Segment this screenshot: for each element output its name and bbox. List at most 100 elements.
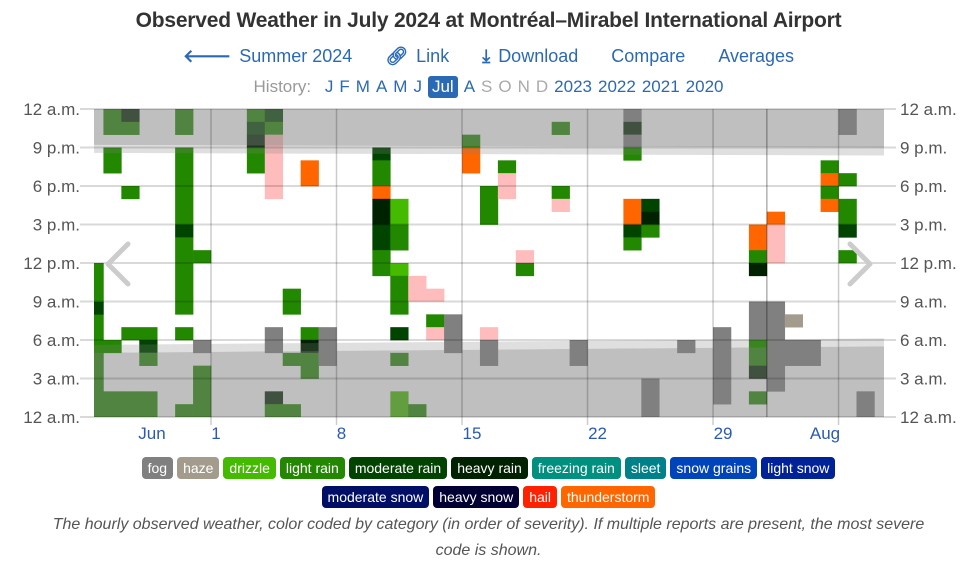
cell-light-rain bbox=[623, 237, 642, 251]
cell-vicinity bbox=[426, 288, 445, 302]
history-year-2023[interactable]: 2023 bbox=[554, 77, 592, 96]
night-shade-evening bbox=[94, 109, 884, 148]
y-tick-label-right: 6 p.m. bbox=[900, 177, 947, 196]
cell-light-rain bbox=[121, 186, 140, 200]
cell-vicinity bbox=[426, 327, 445, 341]
y-tick-label-left: 12 a.m. bbox=[23, 100, 80, 119]
twilight-evening bbox=[94, 144, 884, 156]
cell-light-rain bbox=[748, 250, 768, 264]
y-tick-label-left: 6 p.m. bbox=[33, 177, 80, 196]
y-tick-label-left: 12 a.m. bbox=[23, 408, 80, 427]
history-month-10: N bbox=[517, 77, 530, 96]
history-month-4[interactable]: M bbox=[393, 77, 408, 96]
cell-heavy-rain bbox=[300, 340, 319, 354]
cell-thunderstorm bbox=[462, 147, 481, 174]
cell-fog bbox=[193, 340, 212, 354]
cell-light-rain bbox=[820, 186, 839, 200]
legend-item-sleet: sleet bbox=[624, 457, 667, 479]
history-month-6[interactable]: Jul bbox=[427, 76, 458, 98]
history-month-1[interactable]: F bbox=[339, 77, 350, 96]
cell-haze bbox=[784, 314, 803, 328]
cell-light-rain bbox=[175, 147, 194, 225]
y-tick-label-left: 6 a.m. bbox=[33, 331, 80, 350]
legend-item-heavy-snow: heavy snow bbox=[433, 486, 520, 508]
y-tick-label-right: 12 a.m. bbox=[900, 408, 957, 427]
cell-light-rain bbox=[838, 250, 857, 264]
x-tick-label: Jun bbox=[138, 424, 165, 443]
legend-item-haze: haze bbox=[177, 457, 220, 479]
summer-2024-label: Summer 2024 bbox=[239, 46, 353, 66]
cell-light-rain bbox=[372, 250, 391, 277]
history-month-7[interactable]: A bbox=[463, 77, 476, 96]
history-month-5[interactable]: J bbox=[413, 77, 422, 96]
cell-fog bbox=[264, 327, 284, 354]
cell-moderate-rain bbox=[372, 147, 391, 161]
weather-heatmap: 12 a.m. 12 a.m. 3 a.m. 3 a.m. 6 a.m. 6 a.m. 9 … bbox=[23, 100, 957, 443]
history-month-2[interactable]: M bbox=[355, 77, 370, 96]
y-tick-label-right: 9 p.m. bbox=[900, 139, 947, 158]
y-tick-label-left: 9 a.m. bbox=[33, 293, 80, 312]
link-label: Link bbox=[416, 46, 450, 66]
cell-light-rain bbox=[838, 198, 857, 225]
y-tick-label-right: 6 a.m. bbox=[900, 331, 947, 350]
cell-drizzle bbox=[390, 198, 409, 225]
cell-moderate-rain bbox=[175, 224, 194, 238]
legend-item-freezing-rain: freezing rain bbox=[531, 457, 621, 479]
download-icon: ⤓ bbox=[482, 46, 491, 66]
cell-heavy-rain bbox=[641, 211, 660, 225]
cell-light-rain bbox=[426, 314, 445, 328]
x-tick-label: 29 bbox=[714, 424, 733, 443]
legend-row: moderate snow heavy snow hail thunderstorm bbox=[0, 486, 977, 508]
cell-heavy-rain bbox=[372, 198, 391, 225]
history-label: History: bbox=[253, 77, 312, 96]
cell-light-rain bbox=[246, 147, 266, 174]
cell-moderate-rain bbox=[623, 224, 642, 238]
history-month-0[interactable]: J bbox=[324, 77, 334, 96]
legend-item-moderate-rain: moderate rain bbox=[348, 457, 448, 479]
y-tick-label-left: 3 a.m. bbox=[33, 370, 80, 389]
cell-moderate-rain bbox=[94, 301, 104, 315]
y-tick-label-right: 9 a.m. bbox=[900, 293, 947, 312]
cell-thunderstorm bbox=[820, 198, 839, 212]
cell-light-rain bbox=[820, 160, 839, 174]
cell-light-rain bbox=[623, 147, 642, 161]
download-button[interactable]: ⤓ Download bbox=[482, 46, 578, 67]
cell-thunderstorm bbox=[766, 211, 786, 225]
cell-light-rain bbox=[497, 160, 517, 174]
cell-light-rain bbox=[175, 327, 194, 341]
cell-vicinity bbox=[479, 327, 499, 341]
history-year-2021[interactable]: 2021 bbox=[641, 77, 680, 96]
twilight-morning bbox=[94, 338, 884, 353]
x-tick-label: 1 bbox=[211, 424, 220, 443]
y-tick-label-left: 9 p.m. bbox=[33, 139, 80, 158]
cell-moderate-rain bbox=[390, 327, 409, 341]
cell-thunderstorm bbox=[748, 224, 768, 251]
cell-light-rain bbox=[121, 327, 140, 341]
cell-moderate-rain bbox=[838, 224, 857, 238]
x-tick-label: 8 bbox=[337, 424, 346, 443]
cell-light-rain bbox=[390, 224, 409, 251]
cell-moderate-rain bbox=[139, 340, 158, 354]
history-year-2022[interactable]: 2022 bbox=[598, 77, 636, 96]
cell-drizzle bbox=[390, 263, 409, 277]
cell-thunderstorm bbox=[820, 173, 839, 187]
y-tick-label-right: 3 p.m. bbox=[900, 216, 947, 235]
history-month-3[interactable]: A bbox=[375, 77, 388, 96]
chevron-right-icon[interactable] bbox=[847, 241, 873, 287]
x-tick-label: 15 bbox=[463, 424, 482, 443]
cell-light-rain bbox=[551, 186, 570, 200]
cell-moderate-rain bbox=[641, 198, 660, 212]
legend-item-light-rain: light rain bbox=[279, 457, 345, 479]
y-tick-label-left: 3 p.m. bbox=[33, 216, 80, 235]
cell-vicinity bbox=[264, 134, 284, 200]
chevron-left-icon[interactable] bbox=[105, 241, 131, 287]
cell-vicinity bbox=[551, 198, 570, 212]
cell-vicinity bbox=[515, 250, 535, 264]
link-button[interactable]: 🔗︎ Link bbox=[385, 46, 449, 67]
averages-link[interactable]: Averages bbox=[718, 46, 795, 66]
history-year-2020[interactable]: 2020 bbox=[685, 77, 724, 96]
y-tick-label-right: 12 a.m. bbox=[900, 100, 957, 119]
compare-link[interactable]: Compare bbox=[611, 46, 686, 66]
cell-light-rain bbox=[103, 340, 122, 354]
summer-2024-link[interactable]: 🡐 Summer 2024 bbox=[183, 46, 352, 67]
